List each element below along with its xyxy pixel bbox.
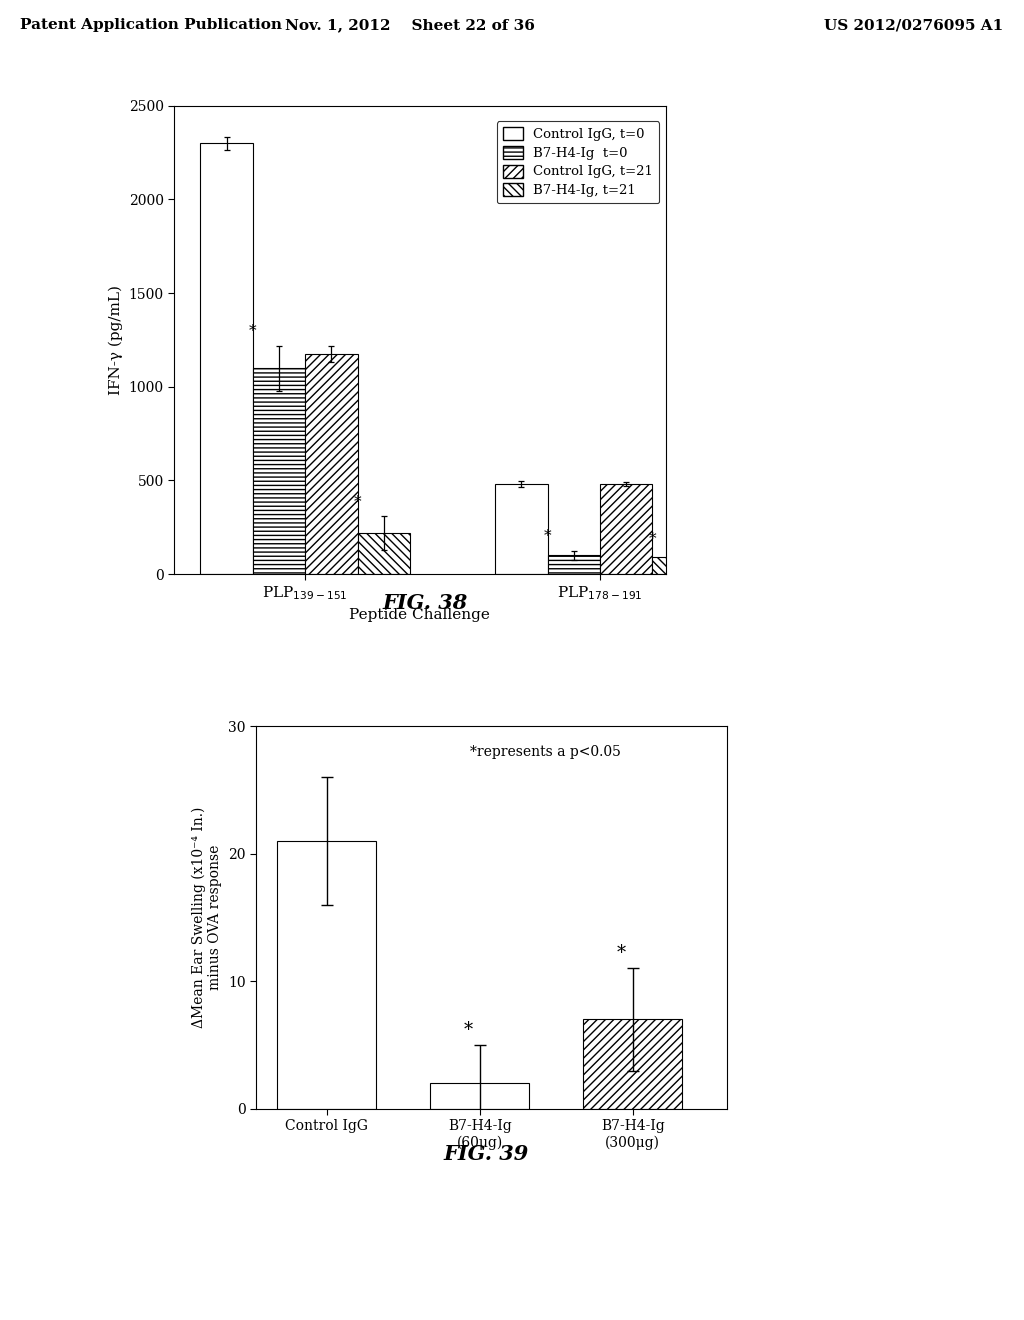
Bar: [253, 368, 305, 574]
Bar: [201, 143, 253, 574]
Text: *: *: [648, 532, 656, 546]
Bar: [496, 484, 548, 574]
Text: *: *: [544, 529, 552, 544]
Y-axis label: ΔMean Ear Swelling (x10⁻⁴ In.)
minus OVA response: ΔMean Ear Swelling (x10⁻⁴ In.) minus OVA…: [191, 807, 222, 1028]
Text: FIG. 38: FIG. 38: [382, 593, 468, 612]
Text: *: *: [464, 1020, 472, 1039]
X-axis label: Peptide Challenge: Peptide Challenge: [349, 609, 490, 622]
Text: FIG. 39: FIG. 39: [443, 1144, 529, 1164]
Bar: [652, 557, 705, 574]
Text: *represents a p<0.05: *represents a p<0.05: [470, 744, 621, 759]
Text: *: *: [616, 944, 626, 962]
Bar: [600, 484, 652, 574]
Y-axis label: IFN-γ (pg/mL): IFN-γ (pg/mL): [109, 285, 123, 395]
Text: *: *: [353, 495, 361, 508]
Legend: Control IgG, t=0, B7-H4-Ig  t=0, Control IgG, t=21, B7-H4-Ig, t=21: Control IgG, t=0, B7-H4-Ig t=0, Control …: [497, 121, 659, 203]
Bar: [584, 1019, 682, 1109]
Bar: [548, 556, 600, 574]
Bar: [430, 1084, 529, 1109]
Bar: [305, 354, 357, 574]
Bar: [278, 841, 376, 1109]
Text: Patent Application Publication: Patent Application Publication: [20, 18, 283, 32]
Text: Nov. 1, 2012    Sheet 22 of 36: Nov. 1, 2012 Sheet 22 of 36: [285, 18, 535, 32]
Bar: [357, 533, 410, 574]
Text: US 2012/0276095 A1: US 2012/0276095 A1: [824, 18, 1004, 32]
Text: *: *: [249, 323, 257, 338]
